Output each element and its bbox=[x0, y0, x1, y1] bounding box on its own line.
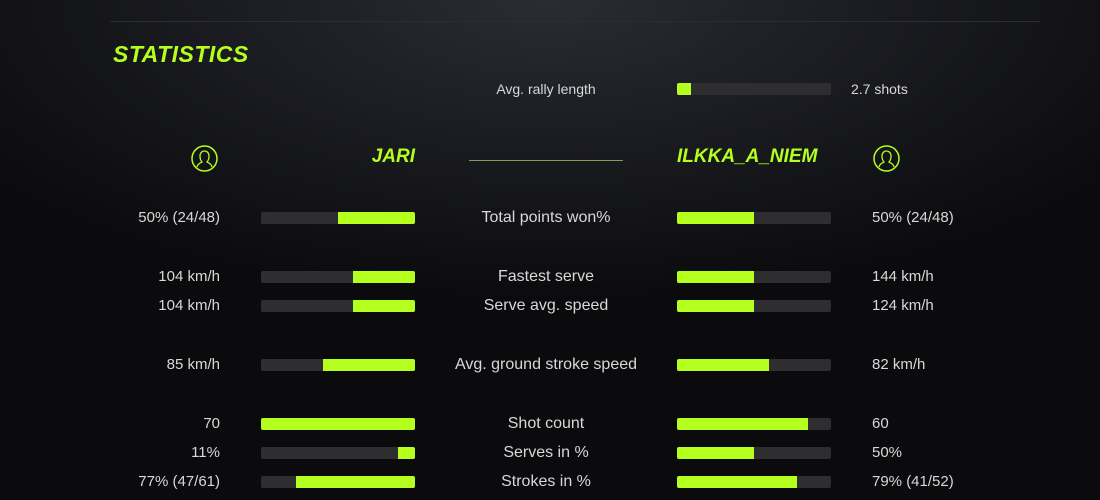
right-bar bbox=[677, 447, 831, 459]
left-player-name: JARI bbox=[371, 146, 415, 167]
left-bar-fill bbox=[338, 212, 415, 224]
left-bar bbox=[261, 418, 415, 430]
left-bar-fill bbox=[353, 300, 415, 312]
left-bar bbox=[261, 300, 415, 312]
rally-bar-fill bbox=[677, 83, 691, 95]
right-bar-fill bbox=[677, 359, 770, 371]
right-bar bbox=[677, 300, 831, 312]
right-bar-fill bbox=[677, 212, 754, 224]
right-value: 50% (24/48) bbox=[872, 209, 954, 226]
left-bar-fill bbox=[296, 476, 415, 488]
left-value: 50% (24/48) bbox=[138, 209, 220, 226]
right-value: 50% bbox=[872, 444, 903, 461]
rally-bar bbox=[677, 83, 831, 95]
rally-row: Avg. rally length 2.7 shots bbox=[0, 79, 1100, 99]
right-value: 79% (41/52) bbox=[872, 473, 954, 490]
right-bar bbox=[677, 271, 831, 283]
left-value: 104 km/h bbox=[158, 268, 220, 285]
left-value: 104 km/h bbox=[158, 297, 220, 314]
stat-row: 104 km/h Serve avg. speed 124 km/h bbox=[0, 296, 1100, 316]
left-value: 11% bbox=[191, 444, 220, 461]
right-bar bbox=[677, 212, 831, 224]
stat-row: 104 km/h Fastest serve 144 km/h bbox=[0, 267, 1100, 287]
right-player-name: ILKKA_A_NIEM bbox=[677, 146, 818, 167]
right-bar-fill bbox=[677, 447, 754, 459]
user-circle-icon bbox=[873, 145, 900, 172]
right-bar bbox=[677, 359, 831, 371]
left-bar-fill bbox=[261, 418, 415, 430]
right-value: 124 km/h bbox=[872, 297, 934, 314]
header-divider bbox=[469, 160, 623, 161]
left-bar bbox=[261, 359, 415, 371]
stat-row: 11% Serves in % 50% bbox=[0, 443, 1100, 463]
page-title: STATISTICS bbox=[113, 41, 249, 67]
left-bar-fill bbox=[398, 447, 415, 459]
stat-row: 77% (47/61) Strokes in % 79% (41/52) bbox=[0, 472, 1100, 492]
left-value: 85 km/h bbox=[166, 356, 220, 373]
stat-row: 85 km/h Avg. ground stroke speed 82 km/h bbox=[0, 355, 1100, 375]
left-value: 77% (47/61) bbox=[138, 473, 220, 490]
stat-label: Serve avg. speed bbox=[483, 297, 609, 314]
right-bar-fill bbox=[677, 476, 798, 488]
left-bar bbox=[261, 212, 415, 224]
right-bar-fill bbox=[677, 271, 754, 283]
left-bar-fill bbox=[353, 271, 415, 283]
stat-label: Serves in % bbox=[503, 444, 589, 461]
right-value: 144 km/h bbox=[872, 268, 934, 285]
rally-value: 2.7 shots bbox=[851, 81, 908, 97]
right-bar-fill bbox=[677, 300, 754, 312]
right-bar bbox=[677, 476, 831, 488]
right-bar-fill bbox=[677, 418, 808, 430]
left-bar-fill bbox=[322, 359, 415, 371]
left-value: 70 bbox=[203, 415, 220, 432]
rally-label: Avg. rally length bbox=[496, 81, 596, 97]
stat-row: 70 Shot count 60 bbox=[0, 414, 1100, 434]
stat-label: Shot count bbox=[507, 415, 585, 432]
top-divider bbox=[110, 21, 1040, 22]
stat-label: Fastest serve bbox=[497, 268, 595, 285]
left-bar bbox=[261, 447, 415, 459]
user-circle-icon bbox=[191, 145, 218, 172]
left-bar bbox=[261, 271, 415, 283]
right-value: 82 km/h bbox=[872, 356, 926, 373]
stat-label: Avg. ground stroke speed bbox=[454, 356, 638, 373]
stat-label: Total points won% bbox=[481, 209, 611, 226]
stat-row: 50% (24/48) Total points won% 50% (24/48… bbox=[0, 208, 1100, 228]
stat-label: Strokes in % bbox=[501, 473, 591, 490]
left-bar bbox=[261, 476, 415, 488]
right-bar bbox=[677, 418, 831, 430]
right-value: 60 bbox=[872, 415, 889, 432]
